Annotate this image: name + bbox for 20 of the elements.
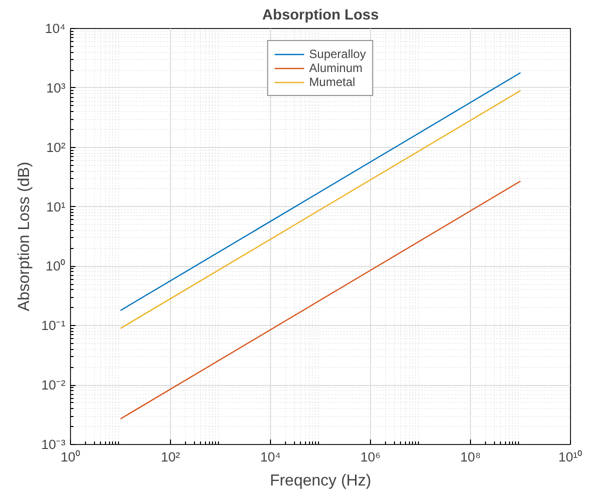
legend-label: Superalloy — [309, 47, 366, 61]
y-tick-label: 10⁻¹ — [41, 318, 66, 334]
x-tick-label: 10⁰ — [60, 450, 80, 464]
chart-title: Absorption Loss — [262, 8, 379, 24]
y-tick-label: 10³ — [46, 80, 66, 96]
legend-label: Mumetal — [309, 75, 356, 89]
x-tick-label: 10⁴ — [260, 450, 282, 464]
y-tick-label: 10⁻² — [41, 378, 66, 393]
x-tick-label: 10⁶ — [360, 450, 381, 464]
y-tick-label: 10⁰ — [46, 258, 66, 274]
y-tick-label: 10⁻³ — [41, 437, 66, 452]
y-tick-label: 10⁴ — [44, 21, 66, 36]
y-tick-label: 10² — [46, 140, 66, 155]
x-tick-label: 10⁸ — [460, 450, 481, 464]
x-axis-title: Freqency (Hz) — [270, 472, 372, 490]
x-tick-label: 10² — [160, 450, 181, 464]
y-axis-title: Absorption Loss (dB) — [16, 162, 34, 312]
legend-label: Aluminum — [309, 61, 363, 75]
y-tick-label: 10¹ — [46, 199, 66, 214]
x-tick-label: 10¹⁰ — [558, 450, 583, 464]
